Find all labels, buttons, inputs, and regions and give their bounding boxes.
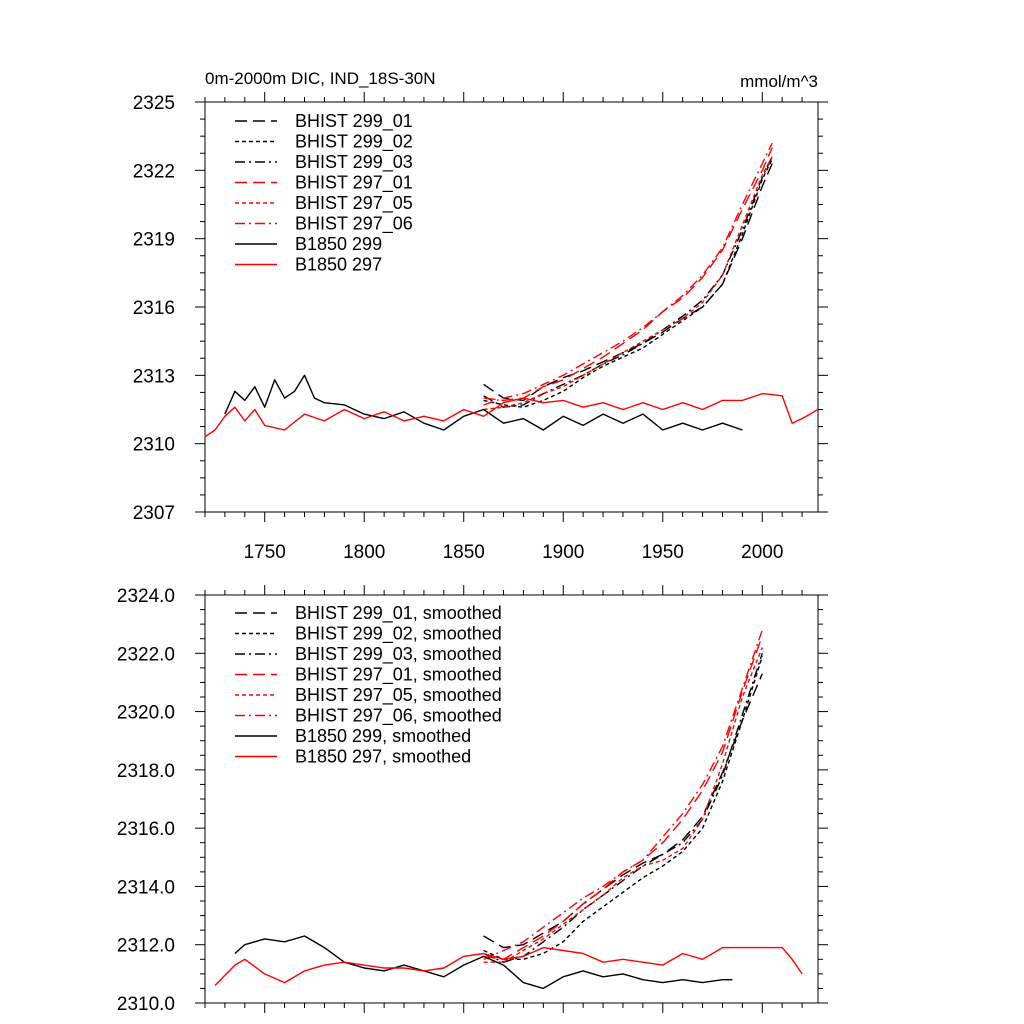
y-tick-label: 2316 (133, 298, 175, 319)
series-line (214, 946, 803, 986)
x-tick-label: 1950 (642, 542, 684, 563)
axes-bottom: 2310.0 2312.0 2314.0 2316.0 2318.0 2320.0 2322… (117, 585, 828, 1015)
y-tick-label: 2310.0 (117, 994, 175, 1015)
legend-label: BHIST 299_03 (295, 152, 413, 173)
legend-label: BHIST 299_01 (295, 111, 413, 132)
x-tick-label: 1800 (343, 542, 385, 563)
x-tick-label: 1900 (542, 542, 584, 563)
series-line (224, 374, 743, 431)
series-line (483, 673, 763, 949)
y-tick-label: 2320.0 (117, 703, 175, 724)
y-tick-label: 2314.0 (117, 877, 175, 898)
y-tick-label: 2318.0 (117, 761, 175, 782)
y-tick-label: 2307 (133, 503, 175, 524)
y-tick-label: 2316.0 (117, 819, 175, 840)
series-line (483, 629, 763, 960)
y-tick-label: 2325 (133, 93, 175, 114)
legend-label: BHIST 299_03, smoothed (295, 644, 502, 665)
x-tick-label: 1850 (443, 542, 485, 563)
y-tick-label: 2312.0 (117, 936, 175, 957)
legend-label: BHIST 297_06, smoothed (295, 706, 502, 727)
x-tick-label: 1750 (244, 542, 286, 563)
legend-label: BHIST 299_02, smoothed (295, 624, 502, 645)
legend-label: BHIST 297_01 (295, 173, 413, 194)
legend-label: B1850 297 (295, 255, 382, 275)
legend-label: BHIST 297_01, smoothed (295, 665, 502, 686)
series-line (483, 655, 763, 960)
legend-label: BHIST 299_01, smoothed (295, 603, 502, 624)
x-tick-label: 2000 (741, 542, 783, 563)
series-line (483, 163, 773, 402)
series-line (234, 935, 733, 990)
chart-units: mmol/m^3 (740, 72, 818, 91)
chart-title: 0m-2000m DIC, IND_18S-30N (205, 69, 436, 88)
legend-label: BHIST 297_06 (295, 214, 413, 235)
legend-label: BHIST 297_05 (295, 193, 413, 214)
series-line (483, 653, 763, 963)
bottom-chart-panel: 2310.0 2312.0 2314.0 2316.0 2318.0 2320.0 2322… (117, 585, 828, 1015)
series-top (204, 142, 819, 438)
y-tick-label: 2324.0 (117, 586, 175, 607)
y-tick-label: 2310 (133, 435, 175, 456)
legend-label: B1850 299 (295, 234, 382, 254)
series-line (483, 147, 773, 402)
series-line (483, 158, 773, 408)
legend-label: BHIST 297_05, smoothed (295, 685, 502, 706)
y-tick-label: 2322 (133, 161, 175, 182)
axes-top: 1750 1800 1850 1900 1950 2000 2307 2310 2313 2316… (133, 92, 828, 563)
series-line (483, 156, 773, 411)
series-line (483, 647, 763, 963)
legend-label: B1850 297, smoothed (295, 747, 471, 767)
series-bottom (214, 629, 803, 990)
series-line (204, 392, 819, 438)
series-line (483, 156, 773, 408)
y-tick-label: 2322.0 (117, 644, 175, 665)
series-line (483, 142, 773, 406)
legend-label: BHIST 299_02 (295, 132, 413, 153)
y-tick-label: 2313 (133, 366, 175, 387)
y-tick-label: 2319 (133, 230, 175, 251)
series-line (483, 635, 763, 960)
legend-label: B1850 299, smoothed (295, 726, 471, 746)
top-chart-panel: 0m-2000m DIC, IND_18S-30N mmol/m^3 1750 1… (133, 69, 828, 563)
